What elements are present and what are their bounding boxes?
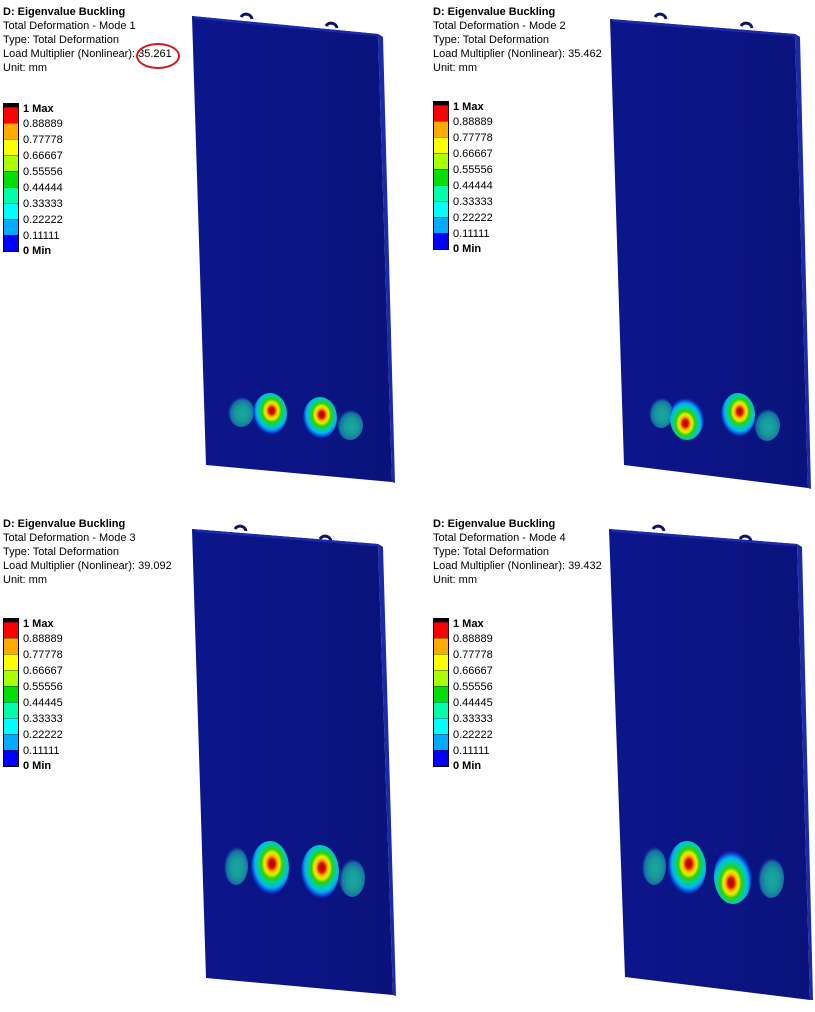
legend-value: 0.66667	[453, 665, 493, 677]
legend-max: 1 Max	[23, 618, 54, 630]
lifting-lug-icon	[738, 534, 753, 542]
legend-value: 0.88889	[453, 633, 493, 645]
mode-2-panel: D: Eigenvalue Buckling Total Deformation…	[430, 0, 815, 500]
lifting-lug-icon	[651, 524, 666, 532]
legend-value: 0.33333	[453, 196, 493, 208]
result-unit: Unit: mm	[433, 574, 477, 586]
legend-value: 0.77778	[453, 649, 493, 661]
legend-value: 0.44444	[23, 182, 63, 194]
analysis-title: D: Eigenvalue Buckling	[3, 518, 126, 530]
result-subtitle: Total Deformation - Mode 3	[3, 532, 136, 544]
color-scale-bar	[433, 101, 449, 250]
legend-value: 0.44444	[453, 180, 493, 192]
mode-2-info: D: Eigenvalue Buckling Total Deformation…	[433, 5, 602, 75]
legend-min: 0 Min	[23, 760, 52, 772]
lifting-lug-icon	[653, 12, 668, 20]
color-scale-bar	[3, 618, 19, 767]
lifting-lug-icon	[324, 21, 339, 29]
color-scale-bar	[433, 618, 449, 767]
legend-value: 0.88889	[23, 633, 63, 645]
mode-1-info: D: Eigenvalue Buckling Total Deformation…	[3, 5, 172, 75]
result-unit: Unit: mm	[3, 574, 47, 586]
legend-value: 0.55556	[453, 681, 493, 693]
result-type: Type: Total Deformation	[433, 34, 549, 46]
mode-4-info: D: Eigenvalue Buckling Total Deformation…	[433, 517, 602, 587]
legend-value: 0.66667	[23, 150, 63, 162]
plate-mode-2	[610, 12, 811, 489]
load-multiplier-label: Load Multiplier (Nonlinear):	[433, 560, 566, 572]
legend-value: 0.22222	[23, 214, 63, 226]
highlight-ring	[136, 43, 180, 69]
color-scale-bar	[3, 103, 19, 252]
legend-min: 0 Min	[23, 245, 52, 257]
legend-value: 0.55556	[23, 166, 63, 178]
legend-max: 1 Max	[453, 618, 484, 630]
legend-value: 0.66667	[453, 148, 493, 160]
legend-value: 0.22222	[453, 212, 493, 224]
legend-value: 0.11111	[453, 745, 490, 757]
result-subtitle: Total Deformation - Mode 4	[433, 532, 566, 544]
result-subtitle: Total Deformation - Mode 2	[433, 20, 566, 32]
mode-3-panel: D: Eigenvalue Buckling Total Deformation…	[0, 512, 407, 1012]
analysis-title: D: Eigenvalue Buckling	[433, 518, 556, 530]
legend-value: 0.66667	[23, 665, 63, 677]
lifting-lug-icon	[318, 534, 333, 542]
legend-value: 0.33333	[453, 713, 493, 725]
lifting-lug-icon	[739, 21, 754, 29]
lifting-lug-icon	[239, 12, 254, 20]
load-multiplier-label: Load Multiplier (Nonlinear):	[433, 48, 566, 60]
legend-value: 0.11111	[23, 745, 60, 757]
legend-value: 0.77778	[23, 649, 63, 661]
result-type: Type: Total Deformation	[3, 34, 119, 46]
legend-value: 0.33333	[23, 713, 63, 725]
legend-value: 0.55556	[453, 164, 493, 176]
plate-mode-4	[609, 524, 813, 1000]
result-subtitle: Total Deformation - Mode 1	[3, 20, 136, 32]
mode-1-panel: D: Eigenvalue Buckling Total Deformation…	[0, 0, 407, 500]
legend-value: 0.77778	[23, 134, 63, 146]
plate-mode-3	[192, 524, 396, 996]
legend-value: 0.88889	[453, 116, 493, 128]
legend-value: 0.44445	[453, 697, 493, 709]
analysis-title: D: Eigenvalue Buckling	[433, 6, 556, 18]
load-multiplier-value: 39.432	[568, 560, 602, 572]
legend-min: 0 Min	[453, 243, 482, 255]
lifting-lug-icon	[233, 524, 248, 532]
legend-max: 1 Max	[23, 103, 54, 115]
load-multiplier-value: 39.092	[138, 560, 172, 572]
legend-value: 0.44445	[23, 697, 63, 709]
load-multiplier: Load Multiplier (Nonlinear): 39.092	[3, 559, 172, 573]
legend-min: 0 Min	[453, 760, 482, 772]
load-multiplier-label: Load Multiplier (Nonlinear):	[3, 48, 136, 60]
legend-value: 0.55556	[23, 681, 63, 693]
load-multiplier: Load Multiplier (Nonlinear): 35.462	[433, 47, 602, 61]
mode-3-info: D: Eigenvalue Buckling Total Deformation…	[3, 517, 172, 587]
load-multiplier-label: Load Multiplier (Nonlinear):	[3, 560, 136, 572]
plate-mode-1	[192, 12, 395, 483]
result-unit: Unit: mm	[433, 62, 477, 74]
mode-4-panel: D: Eigenvalue Buckling Total Deformation…	[430, 512, 815, 1012]
result-type: Type: Total Deformation	[3, 546, 119, 558]
legend-value: 0.22222	[453, 729, 493, 741]
legend-max: 1 Max	[453, 101, 484, 113]
legend-value: 0.22222	[23, 729, 63, 741]
legend-value: 0.33333	[23, 198, 63, 210]
legend-value: 0.11111	[23, 230, 60, 242]
result-unit: Unit: mm	[3, 62, 47, 74]
legend-value: 0.11111	[453, 228, 490, 240]
load-multiplier: Load Multiplier (Nonlinear): 39.432	[433, 559, 602, 573]
result-type: Type: Total Deformation	[433, 546, 549, 558]
load-multiplier-value: 35.462	[568, 48, 602, 60]
legend-value: 0.88889	[23, 118, 63, 130]
legend-value: 0.77778	[453, 132, 493, 144]
analysis-title: D: Eigenvalue Buckling	[3, 6, 126, 18]
